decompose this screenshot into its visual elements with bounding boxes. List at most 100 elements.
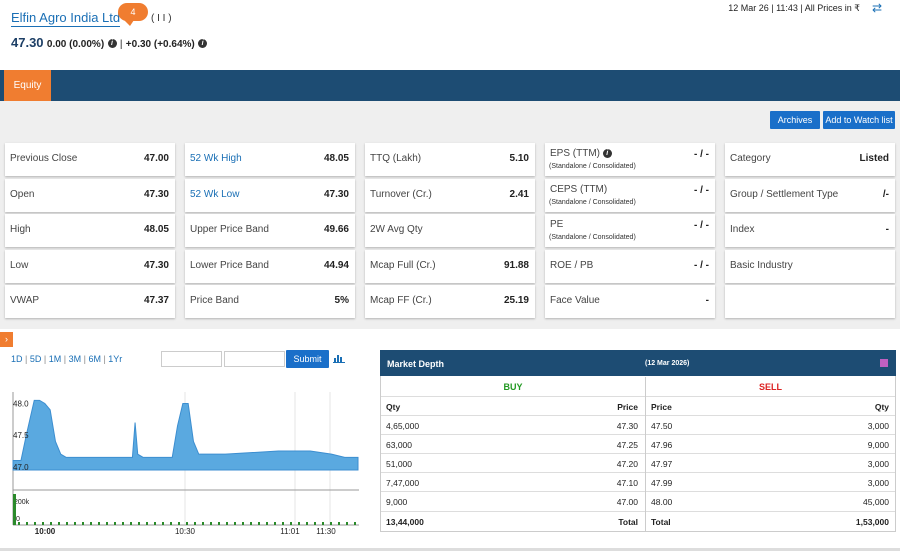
stat-value: 48.05 xyxy=(323,153,349,164)
stat-price-band: Price Band 5% xyxy=(185,285,355,318)
range-1m[interactable]: 1M xyxy=(48,354,62,364)
notification-badge[interactable]: 4 xyxy=(118,3,148,26)
buy-qty: 63,000 xyxy=(386,440,412,450)
depth-header-row: Qty Price Price Qty xyxy=(381,396,895,415)
stat-label: Lower Price Band xyxy=(190,260,269,271)
stat-value: 47.37 xyxy=(143,295,169,306)
stat-label-link[interactable]: 52 Wk Low xyxy=(190,189,240,200)
stat-low: Low 47.30 xyxy=(5,250,175,283)
separator: | xyxy=(119,39,123,50)
stat-52wk-high: 52 Wk High 48.05 xyxy=(185,143,355,176)
stat-mcap-ff: Mcap FF (Cr.) 25.19 xyxy=(365,285,535,318)
depth-row: 63,000 47.25 47.96 9,000 xyxy=(381,434,895,453)
stat-label: VWAP xyxy=(10,295,40,306)
company-name[interactable]: Elfin Agro India Ltd xyxy=(11,10,121,27)
stat-eps: EPS (TTM) i (Standalone / Consolidated) - … xyxy=(545,143,715,176)
stat-value: - / - xyxy=(694,149,709,160)
stat-label: Mcap FF (Cr.) xyxy=(370,295,432,306)
chart-type-icon[interactable] xyxy=(333,352,345,366)
buy-total-qty: 13,44,000 xyxy=(386,517,424,527)
market-depth-title: Market Depth xyxy=(387,359,445,369)
range-1yr[interactable]: 1Yr xyxy=(108,354,123,364)
stat-label: Mcap Full (Cr.) xyxy=(370,260,436,271)
submit-button[interactable]: Submit xyxy=(286,350,329,368)
market-depth-header xyxy=(380,350,896,376)
buy-total-label: Total xyxy=(618,517,638,527)
col-header: Qty xyxy=(386,402,401,412)
stat-label: Open xyxy=(10,189,35,200)
volume-bar xyxy=(74,522,76,525)
range-5d[interactable]: 5D xyxy=(29,354,42,364)
volume-bar xyxy=(274,522,276,525)
depth-row: 9,000 47.00 48.00 45,000 xyxy=(381,491,895,510)
buy-qty: 9,000 xyxy=(386,497,408,507)
sell-price: 48.00 xyxy=(651,497,673,507)
volume-bar xyxy=(258,522,260,525)
price-change: 0.00 (0.00%) xyxy=(46,39,105,50)
price-line: 47.30 0.00 (0.00%) i | +0.30 (+0.64%) i xyxy=(11,35,208,50)
from-date-input[interactable] xyxy=(161,351,222,367)
stat-mcap-full: Mcap Full (Cr.) 91.88 xyxy=(365,250,535,283)
sell-qty: 9,000 xyxy=(867,440,889,450)
volume-bar xyxy=(58,522,60,525)
sell-qty: 3,000 xyxy=(867,459,889,469)
sell-total-qty: 1,53,000 xyxy=(855,517,889,527)
stat-value: 48.05 xyxy=(143,224,169,235)
add-to-watchlist-button[interactable]: Add to Watch list xyxy=(823,111,895,129)
stat-label: Face Value xyxy=(550,295,600,306)
volume-bar xyxy=(106,522,108,525)
volume-bar xyxy=(154,522,156,525)
stat-basic-industry: Basic Industry xyxy=(725,250,895,283)
stat-previous-close: Previous Close 47.00 xyxy=(5,143,175,176)
to-date-input[interactable] xyxy=(224,351,285,367)
volume-bar xyxy=(346,522,348,525)
range-links: 1D | 5D | 1M | 3M | 6M | 1Yr xyxy=(11,354,123,364)
volume-bar xyxy=(330,522,332,525)
volume-bar xyxy=(138,522,140,525)
archives-button[interactable]: Archives xyxy=(770,111,820,129)
stat-value: - / - xyxy=(694,220,709,231)
refresh-icon[interactable]: ⇄ xyxy=(872,1,883,15)
datetime: 12 Mar 26 | 11:43 | All Prices in ₹ xyxy=(728,3,860,13)
volume-bar xyxy=(234,522,236,525)
range-6m[interactable]: 6M xyxy=(88,354,101,364)
info-icon[interactable]: i xyxy=(107,39,117,49)
volume-bar xyxy=(50,522,52,525)
stat-label: PE xyxy=(550,219,564,230)
stat-sublabel: (Standalone / Consolidated) xyxy=(549,199,636,206)
range-1d[interactable]: 1D xyxy=(11,354,23,364)
volume-bar xyxy=(13,494,16,525)
stat-value: - / - xyxy=(694,260,709,271)
stat-label: Group / Settlement Type xyxy=(730,189,839,200)
depth-row: 7,47,000 47.10 47.99 3,000 xyxy=(381,472,895,491)
stat-value: 5% xyxy=(334,295,349,306)
price-chart: 48.0 47.5 47.0 10:00 10:30 11:01 11:30 200k 0 xyxy=(12,391,359,536)
y-tick-label: 48.0 xyxy=(13,400,29,409)
grid-icon[interactable] xyxy=(880,359,888,367)
volume-bar xyxy=(290,522,292,525)
volume-bar xyxy=(322,522,324,525)
stat-label-link[interactable]: 52 Wk High xyxy=(190,153,242,164)
bottom-border xyxy=(0,548,900,551)
col-header: Qty xyxy=(874,402,889,412)
volume-bar xyxy=(354,522,356,525)
range-3m[interactable]: 3M xyxy=(68,354,82,364)
stat-pe: PE (Standalone / Consolidated) - / - xyxy=(545,214,715,247)
volume-bar xyxy=(34,522,36,525)
stat-label: Category xyxy=(730,153,771,164)
stat-ceps: CEPS (TTM) (Standalone / Consolidated) - /… xyxy=(545,179,715,212)
info-icon[interactable]: i xyxy=(198,39,208,49)
stat-value: 47.30 xyxy=(143,260,169,271)
volume-bar xyxy=(242,522,244,525)
buy-price: 47.00 xyxy=(616,497,638,507)
info-icon[interactable]: i xyxy=(602,148,612,158)
col-header: Price xyxy=(651,402,672,412)
stat-value: 47.00 xyxy=(143,153,169,164)
volume-bar xyxy=(250,522,252,525)
stat-52wk-low: 52 Wk Low 47.30 xyxy=(185,179,355,212)
expand-arrow-icon[interactable]: › xyxy=(0,332,13,347)
sell-price: 47.50 xyxy=(651,421,673,431)
tab-equity[interactable]: Equity xyxy=(4,70,51,101)
x-tick-label: 11:01 xyxy=(280,527,300,536)
depth-row: 51,000 47.20 47.97 3,000 xyxy=(381,453,895,472)
